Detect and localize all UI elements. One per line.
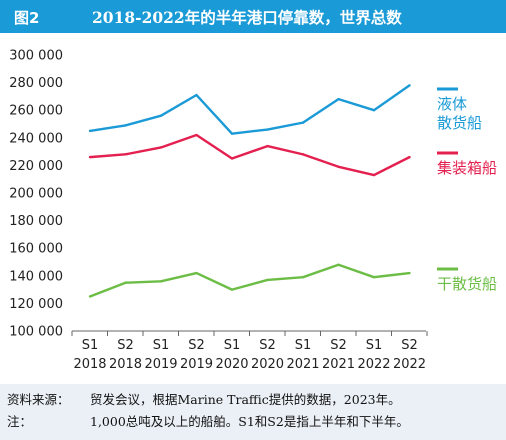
x-tick-year-label: 2022 <box>393 357 426 372</box>
x-tick-year-label: 2019 <box>144 357 177 372</box>
data-point <box>408 84 411 87</box>
data-point <box>195 133 198 137</box>
data-point <box>337 165 340 168</box>
y-tick-label: 280 000 <box>9 76 63 91</box>
x-axis: S1 2018 S2 2018 S1 2019 S2 2019 S1 2020 S2 2020 S1 20… <box>71 330 428 372</box>
data-point <box>88 155 92 159</box>
series-line-1 <box>89 84 411 135</box>
data-point <box>124 281 127 284</box>
source-row: 资料来源： 贸发会议，根据Marine Traffic提供的数据，2023年。 <box>7 389 401 408</box>
x-tick-year-label: 2018 <box>109 357 142 372</box>
data-point <box>88 129 92 133</box>
x-tick-period-label: S1 <box>224 338 241 353</box>
x-tick-period-label: S1 <box>82 338 99 353</box>
x-tick-year-label: 2021 <box>286 357 319 372</box>
legend-label: 液体 <box>437 95 467 113</box>
figure-header: 图2 2018-2022年的半年港口停靠数，世界总数 <box>0 0 506 33</box>
y-tick-label: 140 000 <box>9 269 63 284</box>
y-tick-label: 100 000 <box>9 325 63 340</box>
data-point <box>159 114 163 117</box>
data-point <box>230 157 234 160</box>
data-point <box>337 97 340 101</box>
figure-number: 图2 <box>14 9 40 27</box>
source-label: 资料来源： <box>7 392 70 407</box>
x-tick-period-label: S2 <box>188 338 205 353</box>
y-tick-label: 240 000 <box>9 131 63 146</box>
y-axis: 100 000 120 000 140 000 160 000 180 000 200 0… <box>9 49 63 340</box>
x-tick-year-label: 2021 <box>322 357 355 372</box>
data-point <box>230 132 234 135</box>
data-point <box>159 146 163 149</box>
y-tick-label: 220 000 <box>9 159 63 174</box>
x-tick-period-label: S1 <box>366 338 383 353</box>
plot-series <box>88 84 411 298</box>
data-point <box>124 124 127 127</box>
x-tick-period-label: S2 <box>401 338 418 353</box>
data-point <box>88 295 92 298</box>
data-point <box>195 271 198 275</box>
data-point <box>408 271 411 275</box>
legend-label: 干散货船 <box>437 275 497 293</box>
data-point <box>266 128 269 131</box>
x-tick-year-label: 2020 <box>251 357 284 372</box>
x-tick-period-label: S1 <box>295 338 312 353</box>
data-point <box>337 263 340 266</box>
note-row: 注： 1,000总吨及以上的船舶。S1和S2是指上半年和下半年。 <box>7 411 409 430</box>
data-point <box>124 153 127 156</box>
data-point <box>301 121 305 124</box>
y-tick-label: 200 000 <box>9 187 63 202</box>
y-tick-label: 120 000 <box>9 297 63 312</box>
data-point <box>408 155 411 159</box>
series-line-3 <box>89 263 410 298</box>
data-point <box>301 275 305 279</box>
y-tick-label: 260 000 <box>9 104 63 119</box>
x-tick-year-label: 2018 <box>73 357 106 372</box>
x-tick-period-label: S2 <box>117 338 134 353</box>
x-tick-year-label: 2022 <box>357 357 390 372</box>
source-text: 贸发会议，根据Marine Traffic提供的数据，2023年。 <box>90 392 401 407</box>
data-point <box>266 144 269 148</box>
y-tick-label: 300 000 <box>9 49 63 64</box>
data-point <box>301 153 305 156</box>
data-point <box>230 288 234 291</box>
chart-title: 2018-2022年的半年港口停靠数，世界总数 <box>92 8 402 27</box>
legend-label: 散货船 <box>437 114 482 132</box>
data-point <box>266 278 269 282</box>
series-line-2 <box>89 133 411 177</box>
data-point <box>195 93 198 97</box>
note-label: 注： <box>7 414 33 429</box>
data-point <box>159 280 163 283</box>
x-tick-year-label: 2019 <box>180 357 213 372</box>
x-tick-period-label: S2 <box>259 338 276 353</box>
x-tick-period-label: S1 <box>153 338 170 353</box>
data-point <box>372 173 376 177</box>
line-chart: 100 000 120 000 140 000 160 000 180 000 200 0… <box>9 49 497 373</box>
legend-label: 集装箱船 <box>437 159 497 177</box>
note-text: 1,000总吨及以上的船舶。S1和S2是指上半年和下半年。 <box>90 414 409 429</box>
figure-footer: 资料来源： 贸发会议，根据Marine Traffic提供的数据，2023年。 … <box>0 384 506 440</box>
y-tick-label: 180 000 <box>9 214 63 229</box>
x-tick-year-label: 2020 <box>215 357 248 372</box>
x-tick-period-label: S2 <box>330 338 347 353</box>
y-tick-label: 160 000 <box>9 242 63 257</box>
data-point <box>372 109 376 112</box>
data-point <box>372 275 376 279</box>
